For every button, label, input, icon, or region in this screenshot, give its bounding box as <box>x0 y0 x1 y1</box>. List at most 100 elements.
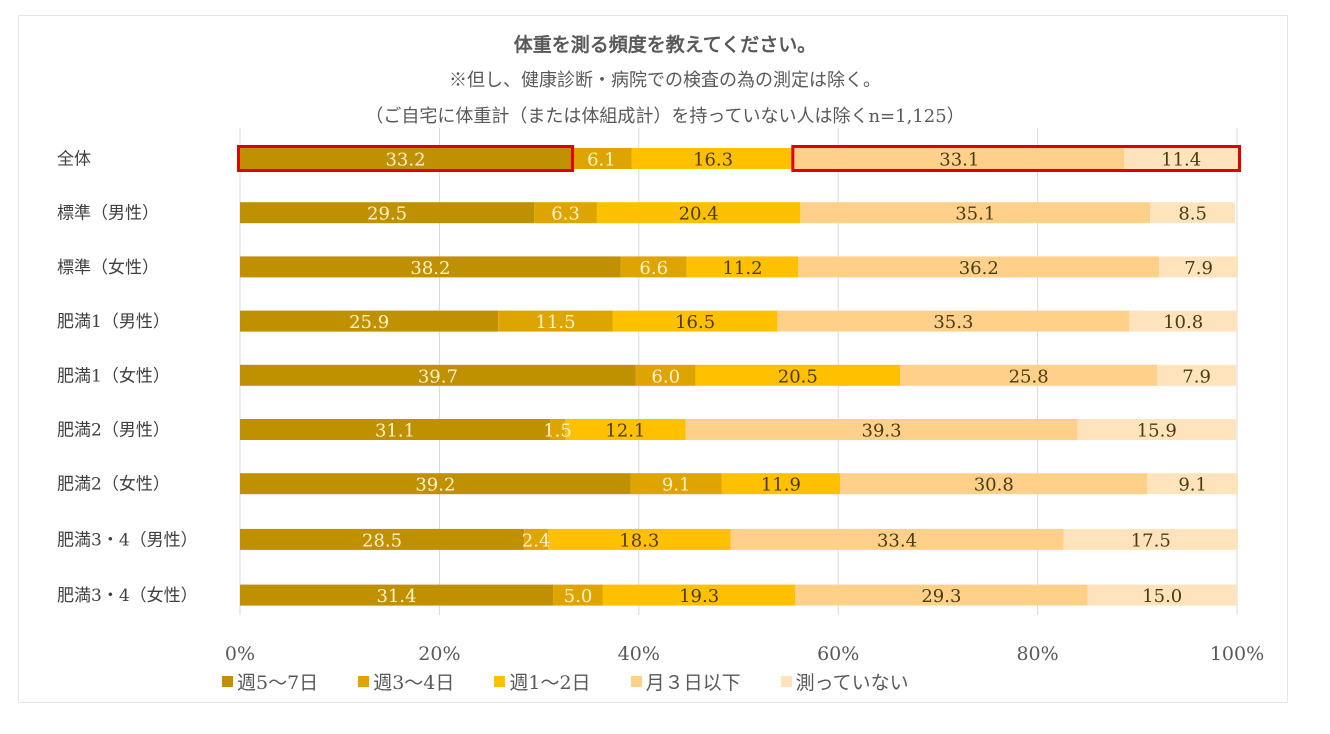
data-label: 10.8 <box>1163 312 1203 333</box>
data-label: 12.1 <box>605 421 645 442</box>
bar-segment <box>635 364 696 386</box>
data-label: 35.1 <box>955 204 995 225</box>
data-label: 29.3 <box>921 586 961 607</box>
legend-swatch <box>358 676 370 687</box>
bar-segment <box>1159 256 1238 278</box>
chart-subtitle: ※但し、健康診断・病院での検査の為の測定は除く。 <box>449 70 881 91</box>
data-label: 1.5 <box>543 421 572 442</box>
data-label: 6.6 <box>639 258 668 279</box>
data-label: 15.0 <box>1142 586 1182 607</box>
data-label: 28.5 <box>362 530 402 551</box>
chart-title: 体重を測る頻度を教えてください。 <box>513 34 817 56</box>
category-label: 肥満1（女性） <box>57 366 170 386</box>
bar-segment <box>602 584 796 606</box>
data-label: 39.3 <box>862 421 902 442</box>
category-label: 肥満3・4（女性） <box>57 586 198 606</box>
legend-swatch <box>630 676 642 687</box>
bar-segment <box>524 528 549 550</box>
data-label: 19.3 <box>679 586 719 607</box>
category-label: 肥満2（男性） <box>57 421 170 441</box>
data-label: 33.2 <box>385 150 425 171</box>
legend-swatch <box>494 676 506 687</box>
category-label: 標準（女性） <box>57 258 159 278</box>
bar-segment <box>686 256 799 278</box>
bar-segment <box>630 473 722 495</box>
category-label: 肥満1（男性） <box>57 312 170 332</box>
bar-segment <box>498 310 613 332</box>
x-tick-label: 40% <box>618 643 660 665</box>
data-label: 31.4 <box>376 586 416 607</box>
data-label: 18.3 <box>619 530 659 551</box>
legend-item: 週3〜4日 <box>358 668 454 695</box>
x-tick-label: 60% <box>817 643 859 665</box>
data-label: 30.8 <box>974 475 1014 496</box>
value-labels: 33.2 6.1 16.3 33.1 11.4 29.5 6.3 20.4 35.1 8.5 38.… <box>349 150 1213 608</box>
bar-segment <box>240 202 535 224</box>
data-label: 38.2 <box>410 258 450 279</box>
bar-segment <box>240 473 631 495</box>
bar-segment <box>240 256 621 278</box>
data-label: 16.3 <box>693 150 733 171</box>
bar-segment <box>1129 310 1237 332</box>
data-label: 8.5 <box>1178 204 1207 225</box>
bar-segment <box>800 202 1151 224</box>
legend-item: 月３日以下 <box>630 668 741 695</box>
bars <box>240 148 1238 606</box>
legend-item: 週5〜7日 <box>222 668 318 695</box>
data-label: 11.5 <box>536 312 576 333</box>
data-label: 36.2 <box>959 258 999 279</box>
data-label: 25.8 <box>1009 366 1049 387</box>
data-label: 9.1 <box>1178 475 1207 496</box>
bar-segment <box>240 310 499 332</box>
highlight-boxes <box>237 145 1241 172</box>
x-tick-label: 0% <box>225 643 255 665</box>
bar-segment <box>1157 364 1237 386</box>
bar-segment <box>794 148 1125 169</box>
data-label: 7.9 <box>1182 366 1211 387</box>
data-label: 20.4 <box>679 204 719 225</box>
bar-segment <box>240 419 551 440</box>
category-label: 肥満3・4（男性） <box>57 530 198 550</box>
legend-label: 測っていない <box>795 672 909 694</box>
data-label: 25.9 <box>349 312 389 333</box>
bar-segment <box>1124 148 1238 169</box>
bar-segment <box>1147 473 1238 495</box>
data-label: 11.2 <box>722 258 762 279</box>
bar-segment <box>1077 419 1237 440</box>
bar-segment <box>548 528 731 550</box>
x-tick-label: 80% <box>1016 643 1058 665</box>
data-label: 31.1 <box>375 421 415 442</box>
bar-segment <box>565 419 686 440</box>
bar-segment <box>240 584 554 606</box>
chart-note: （ご自宅に体重計（または体組成計）を持っていない人は除くn=1,125） <box>365 106 965 127</box>
data-label: 29.5 <box>367 204 407 225</box>
bar-segment <box>685 419 1078 440</box>
bar-segment <box>596 202 801 224</box>
bar-segment <box>612 310 778 332</box>
legend-label: 週1〜2日 <box>509 672 591 694</box>
legend-label: 月３日以下 <box>645 672 741 694</box>
data-label: 6.3 <box>551 204 580 225</box>
bar-segment <box>240 364 636 386</box>
bar-segment <box>840 473 1148 495</box>
highlight-box <box>791 145 1241 172</box>
bar-segment <box>571 148 632 169</box>
bar-segment <box>631 148 795 169</box>
legend-label: 週3〜4日 <box>373 672 455 694</box>
bar-segment <box>695 364 901 386</box>
bar-segment <box>553 584 603 606</box>
data-label: 6.0 <box>651 366 680 387</box>
bar-segment <box>534 202 597 224</box>
data-label: 33.1 <box>939 150 979 171</box>
data-label: 6.1 <box>587 150 616 171</box>
category-label: 全体 <box>57 150 91 170</box>
bar-segment <box>240 528 525 550</box>
data-label: 11.9 <box>761 475 801 496</box>
data-label: 16.5 <box>675 312 715 333</box>
x-axis-ticks: 0% 20% 40% 60% 80% 100% <box>225 643 1264 665</box>
bar-segment <box>798 256 1160 278</box>
bar-segment <box>1063 528 1238 550</box>
data-label: 11.4 <box>1161 150 1201 171</box>
